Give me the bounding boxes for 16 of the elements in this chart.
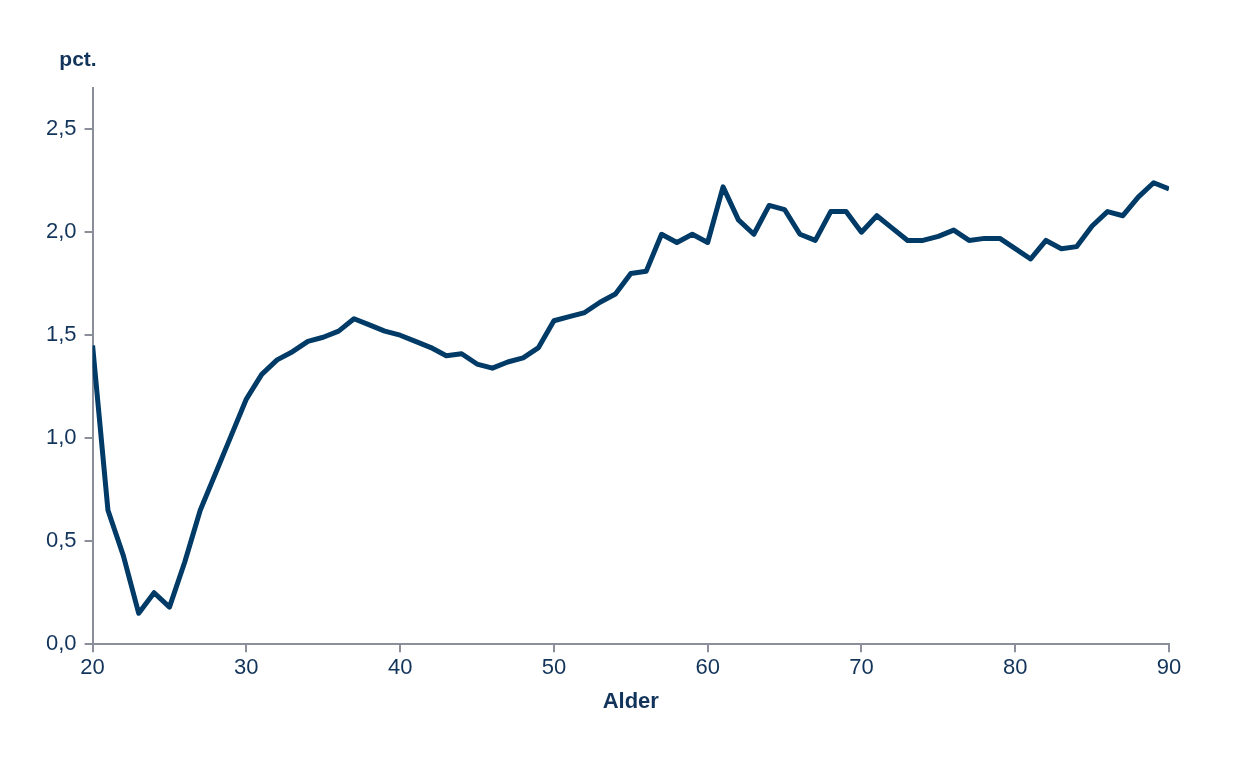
x-tick-label: 80 bbox=[1002, 654, 1028, 680]
y-axis-title: pct. bbox=[59, 47, 97, 70]
x-axis-title: Alder bbox=[602, 687, 660, 713]
y-tick-label: 0,0 bbox=[45, 630, 77, 656]
x-tick-label: 90 bbox=[1156, 654, 1182, 680]
y-tick-label: 1,0 bbox=[45, 424, 77, 450]
x-tick-label: 50 bbox=[541, 654, 567, 680]
y-tick-label: 1,5 bbox=[45, 321, 77, 347]
x-tick-label: 20 bbox=[80, 654, 105, 680]
x-tick-label: 40 bbox=[387, 654, 413, 680]
y-tick-label: 2,0 bbox=[45, 218, 77, 244]
y-tick-label: 0,5 bbox=[45, 527, 77, 553]
x-tick-label: 60 bbox=[695, 654, 720, 680]
x-tick-label: 70 bbox=[849, 654, 874, 680]
x-tick-label: 30 bbox=[234, 654, 259, 680]
y-tick-label: 2,5 bbox=[45, 115, 77, 141]
